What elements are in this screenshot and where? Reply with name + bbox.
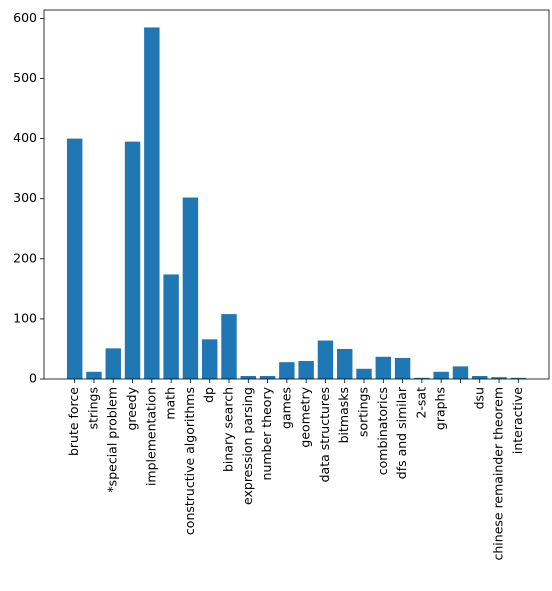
x-tick-label: dsu — [471, 387, 486, 409]
x-tick-label: geometry — [298, 386, 313, 447]
x-tick-label: sortings — [356, 387, 371, 437]
x-tick-label: brute force — [66, 387, 81, 456]
x-tick-label: binary search — [220, 387, 235, 472]
bar — [472, 375, 488, 379]
x-tick-label: dfs and similar — [394, 386, 409, 479]
bar — [414, 377, 430, 379]
y-tick-label: 500 — [13, 70, 37, 85]
x-tick-label: number theory — [259, 386, 274, 480]
bar — [201, 339, 218, 379]
bar — [337, 348, 353, 379]
bar — [452, 366, 469, 379]
bar — [317, 340, 334, 379]
x-tick-label: dp — [201, 387, 216, 403]
bar — [394, 357, 411, 379]
x-tick-label: graphs — [433, 387, 448, 430]
bar — [491, 377, 507, 379]
x-tick-label: 2-sat — [413, 387, 428, 419]
x-tick-label: *special problem — [105, 387, 120, 493]
x-tick-label: implementation — [143, 387, 158, 486]
x-tick-label: bitmasks — [336, 387, 351, 443]
bar — [105, 348, 121, 379]
axes-frame — [43, 9, 550, 380]
bar — [221, 314, 237, 379]
bar — [163, 274, 179, 379]
x-tick-label: math — [163, 387, 178, 420]
y-tick-label: 200 — [13, 250, 37, 265]
bar — [86, 371, 102, 379]
y-tick-label: 100 — [13, 310, 37, 325]
bar — [510, 377, 527, 379]
bar — [124, 141, 141, 379]
y-tick-label: 300 — [13, 190, 37, 205]
bar — [144, 27, 160, 379]
bar — [259, 375, 276, 379]
x-tick-label: data structures — [317, 387, 332, 482]
x-tick-label: chinese remainder theorem — [491, 387, 506, 560]
bar — [356, 368, 372, 379]
bar — [182, 197, 199, 379]
x-tick-label: interactive — [510, 387, 525, 454]
x-tick-label: expression parsing — [240, 387, 255, 505]
bar — [279, 362, 295, 379]
bar — [240, 375, 256, 379]
x-tick-label: greedy — [124, 386, 139, 430]
y-tick-label: 600 — [13, 10, 37, 25]
bar — [66, 138, 83, 379]
x-tick-label: combinatorics — [375, 387, 390, 475]
bar — [433, 371, 449, 379]
bar — [375, 356, 392, 379]
bar — [298, 360, 314, 379]
x-tick-label: games — [278, 387, 293, 429]
x-tick-label: strings — [85, 387, 100, 429]
x-tick-label: constructive algorithms — [182, 387, 197, 535]
y-tick-label: 400 — [13, 130, 37, 145]
y-tick-label: 0 — [29, 371, 37, 386]
